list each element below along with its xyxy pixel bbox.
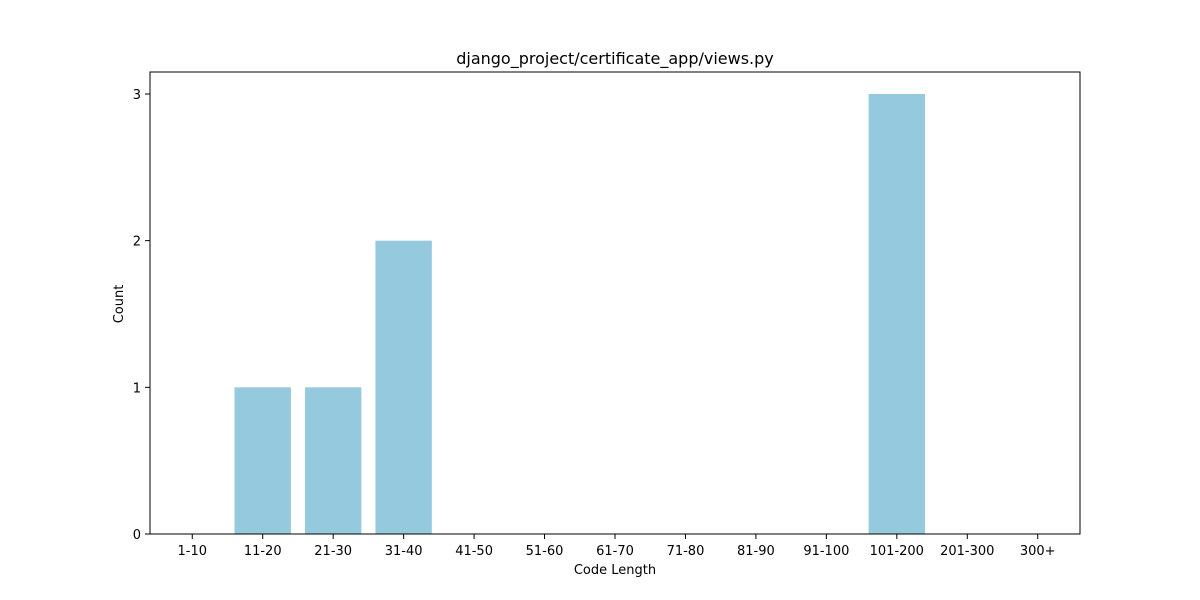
x-tick-label: 300+ bbox=[1020, 544, 1056, 559]
x-tick-label: 201-300 bbox=[940, 544, 994, 559]
y-tick-label: 1 bbox=[133, 381, 141, 396]
bar-11-20 bbox=[234, 387, 291, 534]
y-axis-title: Count bbox=[112, 285, 127, 324]
y-tick-label: 0 bbox=[133, 528, 141, 543]
x-tick-label: 71-80 bbox=[667, 544, 705, 559]
x-tick-label: 1-10 bbox=[178, 544, 208, 559]
x-tick-label: 81-90 bbox=[737, 544, 775, 559]
x-tick-label: 101-200 bbox=[870, 544, 924, 559]
chart-title: django_project/certificate_app/views.py bbox=[456, 49, 774, 69]
bar-101-200 bbox=[868, 94, 925, 534]
x-tick-label: 51-60 bbox=[526, 544, 564, 559]
x-tick-label: 61-70 bbox=[596, 544, 634, 559]
x-tick-label: 41-50 bbox=[455, 544, 493, 559]
x-tick-label: 31-40 bbox=[385, 544, 423, 559]
bar-21-30 bbox=[305, 387, 362, 534]
x-tick-label: 11-20 bbox=[244, 544, 282, 559]
x-axis-ticks: 1-10 11-20 21-30 31-40 41-50 51-60 61-70 71-80 8… bbox=[178, 534, 1056, 559]
y-axis-ticks: 0 1 2 3 bbox=[133, 88, 150, 543]
plot-area-frame bbox=[149, 71, 1081, 535]
y-tick-label: 2 bbox=[133, 235, 141, 250]
x-axis-title: Code Length bbox=[574, 563, 656, 578]
x-tick-label: 21-30 bbox=[314, 544, 352, 559]
y-tick-label: 3 bbox=[133, 88, 141, 103]
x-tick-label: 91-100 bbox=[803, 544, 849, 559]
bar-31-40 bbox=[375, 240, 432, 534]
bars-group bbox=[234, 94, 925, 534]
